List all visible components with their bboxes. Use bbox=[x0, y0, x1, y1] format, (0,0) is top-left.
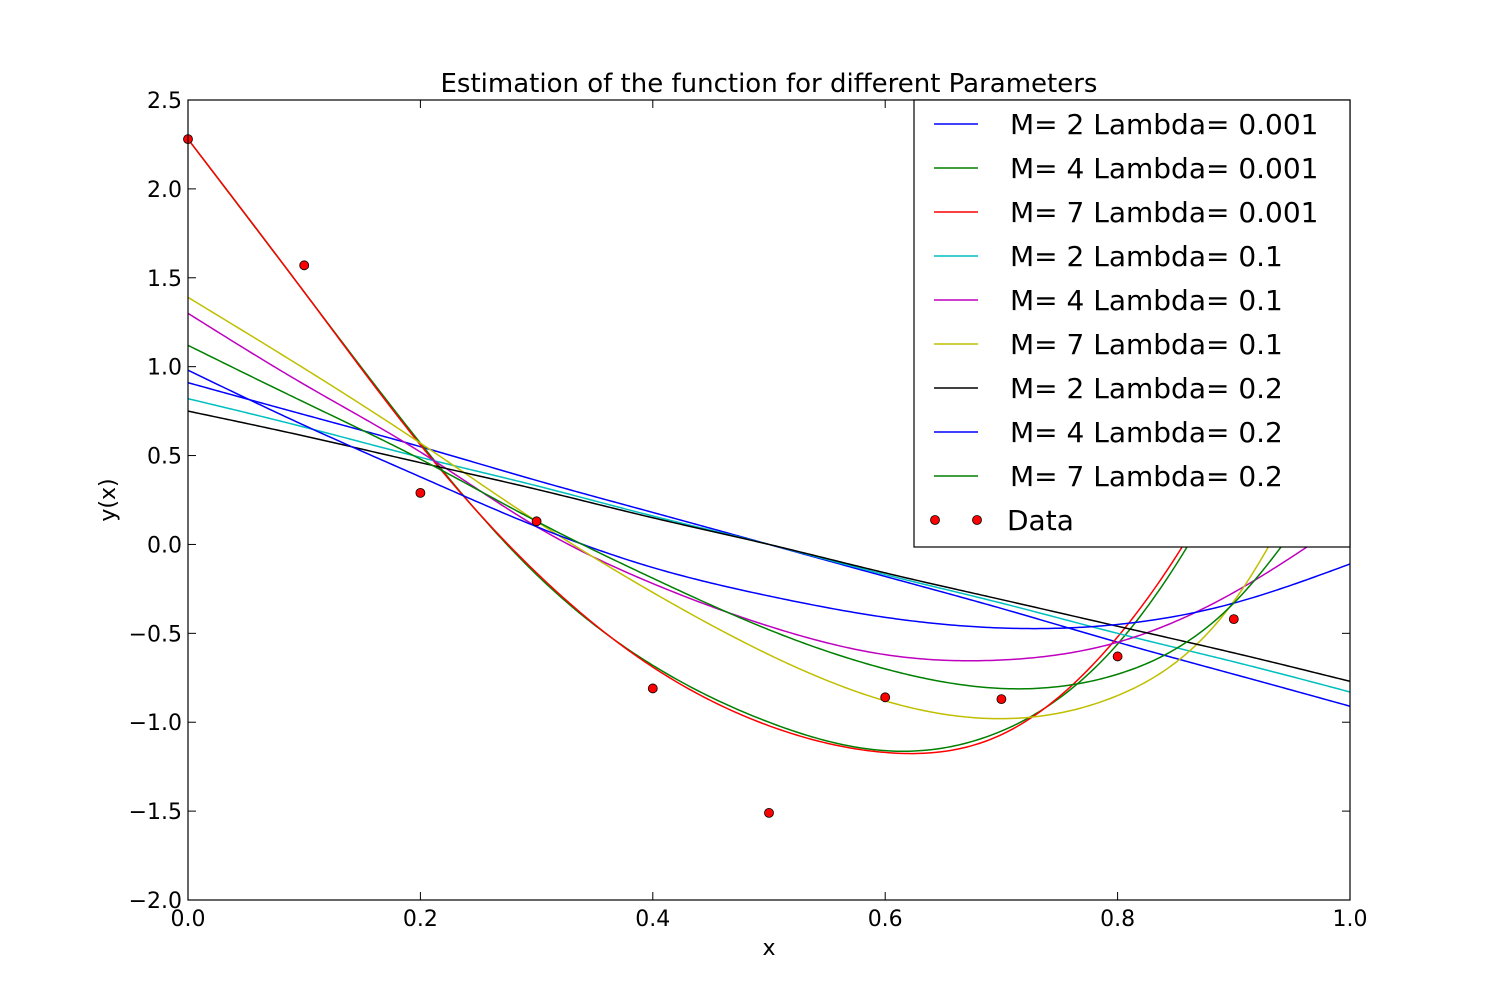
series-line-6 bbox=[188, 296, 1350, 720]
data-point bbox=[415, 487, 426, 498]
y-tick-label: 0.5 bbox=[147, 445, 182, 470]
series-line-2 bbox=[188, 138, 1350, 753]
legend-box bbox=[913, 99, 1351, 548]
chart-title: Estimation of the function for different… bbox=[441, 69, 1098, 99]
data-points-layer bbox=[183, 134, 1239, 818]
y-tick-label: 2.0 bbox=[147, 178, 182, 203]
data-point bbox=[764, 807, 774, 818]
x-tick-label: 0.2 bbox=[403, 907, 438, 932]
series-line-3 bbox=[188, 138, 1350, 755]
series-line-5 bbox=[188, 312, 1350, 662]
y-tick-label: 2.5 bbox=[147, 89, 182, 114]
x-tick-label: 0.4 bbox=[635, 907, 670, 932]
data-point bbox=[531, 516, 542, 527]
x-tick-label: 1.0 bbox=[1333, 907, 1368, 932]
legend-label: M= 7 Lambda= 0.1 bbox=[1010, 328, 1283, 361]
data-point bbox=[996, 694, 1007, 705]
legend: M= 2 Lambda= 0.001 M= 4 Lambda= 0.001 M= 7… bbox=[913, 99, 1351, 548]
data-point bbox=[880, 692, 891, 703]
legend-marker bbox=[972, 515, 982, 525]
legend-label: M= 2 Lambda= 0.2 bbox=[1010, 372, 1283, 405]
y-axis-title: y(x) bbox=[96, 478, 121, 521]
series-line-7 bbox=[188, 410, 1350, 683]
data-point bbox=[647, 683, 658, 694]
y-tick-label: −1.0 bbox=[129, 711, 182, 736]
y-tick-label: 1.5 bbox=[147, 267, 182, 292]
legend-label: M= 4 Lambda= 0.2 bbox=[1010, 416, 1283, 449]
legend-label: Data bbox=[1007, 504, 1074, 537]
legend-label: M= 4 Lambda= 0.001 bbox=[1010, 152, 1319, 185]
legend-label: M= 7 Lambda= 0.2 bbox=[1010, 460, 1283, 493]
x-tick-label: 0.0 bbox=[171, 907, 206, 932]
x-axis-title: x bbox=[762, 936, 775, 961]
x-axis: 0.0 0.2 0.4 0.6 0.8 1.0 bbox=[171, 100, 1368, 932]
x-tick-label: 0.6 bbox=[868, 907, 903, 932]
legend-marker bbox=[930, 515, 940, 525]
legend-label: M= 4 Lambda= 0.1 bbox=[1010, 284, 1283, 317]
y-tick-label: −0.5 bbox=[129, 622, 182, 647]
x-tick-label: 0.8 bbox=[1100, 907, 1135, 932]
y-axis: 2.5 2.0 1.5 1.0 0.5 0.0 −0.5 −1.0 −1.5 −2.0 bbox=[129, 89, 1350, 914]
y-tick-label: 1.0 bbox=[147, 356, 182, 381]
y-tick-label: −1.5 bbox=[129, 800, 182, 825]
y-tick-label: −2.0 bbox=[129, 889, 182, 914]
series-line-9 bbox=[188, 344, 1350, 690]
data-point bbox=[1112, 651, 1123, 662]
legend-label: M= 7 Lambda= 0.001 bbox=[1010, 196, 1319, 229]
series-line-8 bbox=[188, 369, 1350, 630]
series-layer bbox=[188, 138, 1350, 755]
legend-label: M= 2 Lambda= 0.001 bbox=[1010, 108, 1319, 141]
data-point bbox=[1228, 614, 1239, 625]
legend-label: M= 2 Lambda= 0.1 bbox=[1010, 240, 1283, 273]
data-point bbox=[299, 260, 310, 271]
y-tick-label: 0.0 bbox=[147, 533, 182, 558]
